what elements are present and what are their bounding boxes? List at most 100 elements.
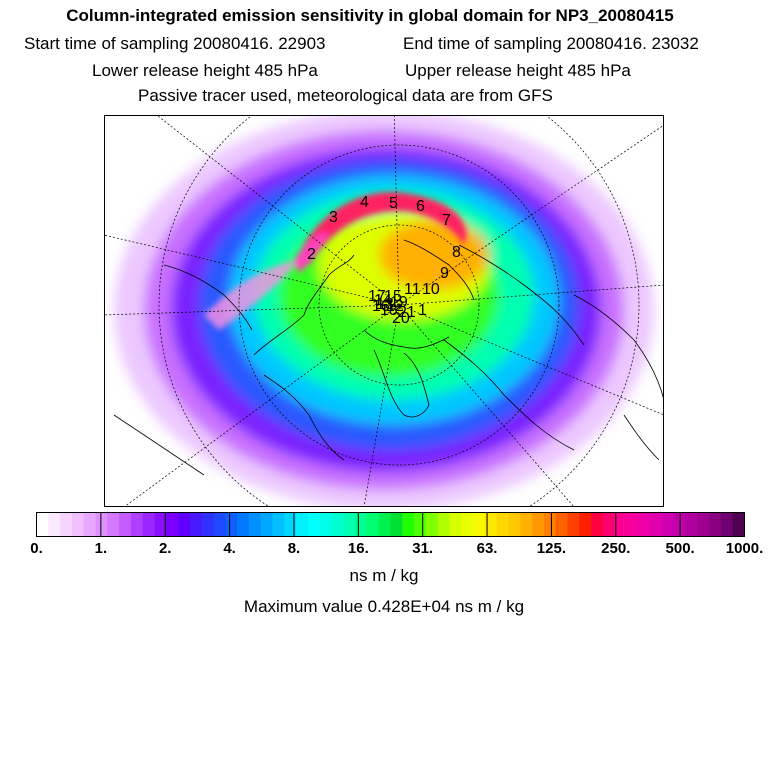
latitude-circle (318, 224, 480, 386)
colorbar-cell (720, 512, 733, 537)
colorbar-cell (650, 512, 663, 537)
map-frame (104, 115, 664, 507)
track-label: 4 (360, 194, 369, 211)
colorbar-cell (166, 512, 179, 537)
colorbar-tick-label: 31. (412, 540, 434, 557)
meridian (393, 115, 400, 306)
track-label: 7 (442, 212, 451, 229)
track-label: 19 (390, 294, 408, 311)
track-label: 10 (422, 281, 440, 298)
colorbar-cell (48, 512, 61, 537)
track-label: 8 (452, 244, 461, 261)
sensitivity-field (114, 115, 654, 507)
colorbar-cell (709, 512, 722, 537)
track-label: 15 (384, 288, 402, 305)
colorbar-cell (449, 512, 462, 537)
colorbar-cell (378, 512, 391, 537)
sensitivity-map: 2 3 4 5 6 7 8 9 10 17 11 12 13 14 15 16 … (104, 115, 664, 507)
track-label: 18 (380, 302, 398, 319)
colorbar-tick-label: 16. (347, 540, 369, 557)
colorbar-cell (473, 512, 486, 537)
colorbar-cell (508, 512, 521, 537)
colorbar-tick-label: 250. (601, 540, 631, 557)
latitude-circle (158, 115, 640, 507)
colorbar-cell (178, 512, 191, 537)
colorbar-units: ns m / kg (349, 566, 419, 585)
colorbar-cell (284, 512, 297, 537)
colorbar-major-ticks (100, 512, 681, 537)
colorbar-cell (107, 512, 120, 537)
colorbar-tick-label: 4. (223, 540, 236, 557)
colorbar-cell (189, 512, 202, 537)
colorbar-cell (496, 512, 509, 537)
track-label: 5 (389, 195, 398, 212)
colorbar-cell (567, 512, 580, 537)
colorbar-cell (685, 512, 698, 537)
colorbar-cell (638, 512, 651, 537)
colorbar-cell (437, 512, 450, 537)
colorbar-cell (307, 512, 320, 537)
track-label: 16 (372, 298, 390, 315)
track-label: 3 (329, 209, 338, 226)
colorbar-cell (402, 512, 415, 537)
colorbar-tick-label: 1000. (725, 540, 764, 557)
colorbar-tick-label: 1. (94, 540, 108, 557)
track-label: 20 (392, 310, 410, 327)
colorbar-cell (602, 512, 615, 537)
colorbar-cell (343, 512, 356, 537)
colorbar-cells (36, 512, 745, 537)
coastline-north-america (458, 244, 585, 346)
lower-release-label: Lower release height 485 hPa (92, 61, 318, 80)
meridian (104, 304, 400, 316)
meridian (398, 284, 664, 306)
colorbar-cell (60, 512, 73, 537)
colorbar-cell (366, 512, 379, 537)
colorbar-tick-label: 0. (30, 540, 43, 557)
graticule (104, 115, 664, 507)
coastline-canada-arctic (403, 239, 475, 301)
upper-release-label: Upper release height 485 hPa (405, 61, 631, 80)
colorbar-cell (591, 512, 604, 537)
colorbar-tick-label: 63. (476, 540, 498, 557)
colorbar-cell (95, 512, 108, 537)
colorbar-cell (543, 512, 556, 537)
track-label: 2 (307, 246, 316, 263)
colorbar-cell (36, 512, 49, 537)
colorbar-cell (71, 512, 84, 537)
colorbar-cell (319, 512, 332, 537)
plume-branch-pink (204, 260, 299, 330)
colorbar-cell (355, 512, 368, 537)
coastline-arctic (363, 329, 450, 349)
meridian (398, 124, 664, 306)
track-label: 12 (386, 298, 404, 315)
colorbar (36, 512, 745, 537)
colorbar-cell (390, 512, 403, 537)
plume-tail-magenta (294, 232, 329, 273)
coastline-far-east (163, 264, 253, 331)
tracer-note: Passive tracer used, meteorological data… (138, 86, 553, 105)
colorbar-cell (520, 512, 533, 537)
coastline-greenland (373, 349, 430, 418)
coastline-asia (253, 254, 355, 356)
colorbar-cell (213, 512, 226, 537)
colorbar-cell (260, 512, 273, 537)
colorbar-cell (130, 512, 143, 537)
colorbar-cell (425, 512, 438, 537)
track-label: 13 (376, 296, 394, 313)
track-label: 17 (368, 288, 386, 305)
trajectory-labels: 2 3 4 5 6 7 8 9 10 17 11 12 13 14 15 16 … (307, 194, 461, 327)
colorbar-cell (579, 512, 592, 537)
coastline-europe (443, 339, 575, 451)
colorbar-cell (272, 512, 285, 537)
plot-title: Column-integrated emission sensitivity i… (66, 6, 674, 25)
track-label: 1 (418, 302, 427, 319)
coastline-east-america (573, 294, 664, 401)
end-time-label: End time of sampling 20080416. 23032 (403, 34, 699, 53)
colorbar-cell (461, 512, 474, 537)
colorbar-tick-label: 2. (158, 540, 172, 557)
colorbar-cell (484, 512, 497, 537)
colorbar-cell (296, 512, 309, 537)
colorbar-tick-label: 500. (665, 540, 695, 557)
colorbar-tick-label: 8. (287, 540, 301, 557)
colorbar-frame (36, 512, 745, 537)
